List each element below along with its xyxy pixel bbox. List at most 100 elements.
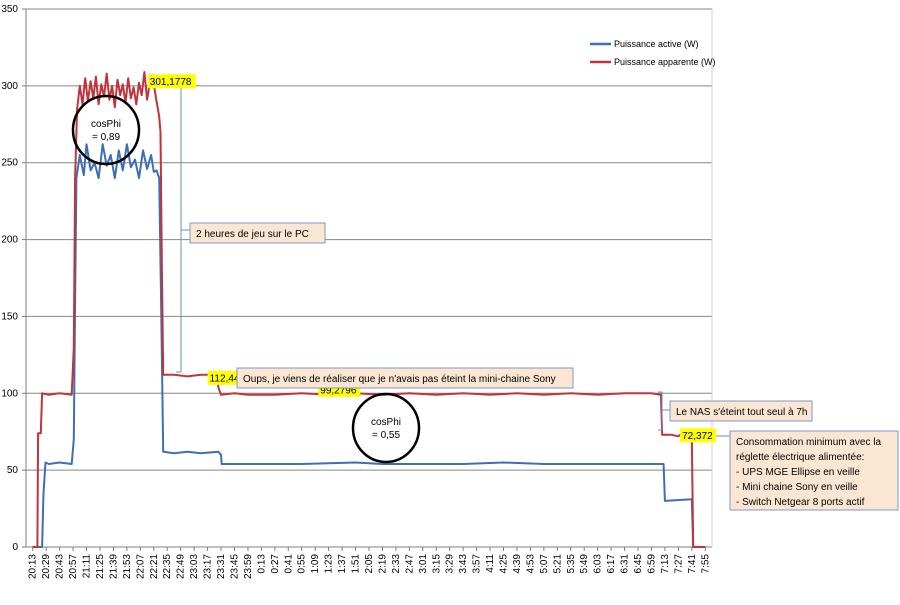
x-tick-label: 20:57	[68, 554, 79, 579]
x-tick-label: 7:13	[660, 554, 671, 574]
y-tick-label: 250	[1, 158, 18, 169]
data-label-flag: 72,372	[680, 428, 717, 443]
x-tick-label: 6:03	[593, 554, 604, 574]
x-tick-label: 3:29	[445, 554, 456, 574]
x-tick-label: 22:49	[176, 554, 187, 579]
cosphi-text: = 0,89	[92, 132, 121, 143]
x-tick-label: 21:53	[122, 554, 133, 579]
cosphi-text: cosPhi	[91, 119, 121, 130]
x-tick-label: 21:25	[95, 554, 106, 579]
x-tick-label: 23:31	[216, 554, 227, 579]
x-tick-label: 22:07	[135, 554, 146, 579]
annotation-text: - UPS MGE Ellipse en veille	[736, 467, 860, 478]
x-tick-label: 5:49	[579, 554, 590, 574]
x-tick-label: 23:45	[229, 554, 240, 579]
x-tick-label: 2:33	[391, 554, 402, 574]
y-tick-label: 50	[7, 465, 19, 476]
annotation-game: 2 heures de jeu sur le PC	[189, 222, 326, 244]
x-tick-label: 2:19	[377, 554, 388, 574]
annotation-min: Consommation minimum avec la réglette éle…	[729, 430, 899, 511]
x-tick-label: 1:23	[324, 554, 335, 574]
cosphi-text: = 0,55	[372, 430, 401, 441]
annotation-box	[729, 430, 899, 511]
y-tick-label: 200	[1, 235, 18, 246]
cosphi-circle-cos-low: cosPhi = 0,55	[351, 392, 421, 464]
x-tick-label: 2:05	[364, 554, 375, 574]
y-tick-label: 0	[12, 542, 18, 553]
series-line-apparent-power	[32, 71, 706, 548]
data-label-text: 301,1778	[150, 77, 192, 88]
x-tick-label: 0:55	[297, 554, 308, 574]
annotation-text: réglette électrique alimentée:	[736, 452, 864, 463]
x-tick-label: 3:43	[458, 554, 469, 574]
y-tick-label: 350	[1, 4, 18, 15]
x-tick-label: 6:59	[646, 554, 657, 574]
y-tick-label: 300	[1, 81, 18, 92]
data-label-text: 72,372	[682, 431, 713, 442]
cosphi-circle-cos-high: cosPhi = 0,89	[71, 94, 141, 166]
x-tick-label: 6:17	[606, 554, 617, 574]
annotation-text: 2 heures de jeu sur le PC	[196, 229, 309, 240]
x-tick-label: 0:27	[270, 554, 281, 574]
x-tick-label: 1:51	[351, 554, 362, 574]
x-tick-label: 3:01	[418, 554, 429, 574]
cosphi-text: cosPhi	[371, 417, 401, 428]
data-label-bg	[680, 428, 717, 443]
x-tick-label: 4:25	[499, 554, 510, 574]
x-tick-label: 7:27	[673, 554, 684, 574]
x-tick-label: 4:39	[512, 554, 523, 574]
legend-label: Puissance apparente (W)	[614, 57, 716, 67]
x-tick-label: 23:03	[189, 554, 200, 579]
x-tick-label: 3:15	[431, 554, 442, 574]
x-tick-label: 7:41	[687, 554, 698, 574]
x-tick-label: 7:55	[700, 554, 711, 574]
x-tick-label: 3:57	[472, 554, 483, 574]
legend: Puissance active (W) Puissance apparente …	[590, 39, 716, 67]
cosphi-ellipse	[71, 94, 141, 166]
annotation-nas: Le NAS s'éteint tout seul à 7h	[669, 400, 813, 422]
x-tick-label: 2:47	[404, 554, 415, 574]
annotation-text: Le NAS s'éteint tout seul à 7h	[676, 407, 807, 418]
x-tick-label: 0:41	[283, 554, 294, 574]
annotation-box	[236, 367, 574, 389]
x-tick-label: 6:31	[620, 554, 631, 574]
x-tick-label: 21:11	[82, 554, 93, 579]
x-tick-label: 4:11	[485, 554, 496, 573]
x-tick-label: 23:17	[203, 554, 214, 579]
x-tick-label: 4:53	[525, 554, 536, 574]
y-tick-label: 150	[1, 311, 18, 322]
nas-bracket	[658, 391, 663, 431]
x-tick-label: 20:13	[28, 554, 39, 579]
x-tick-label: 21:39	[108, 554, 119, 579]
y-tick-label: 100	[1, 388, 18, 399]
x-tick-label: 22:21	[149, 554, 160, 579]
annotation-box	[669, 400, 813, 422]
data-label-text: 112,4432	[210, 373, 251, 384]
annotation-text: - Switch Netgear 8 ports actif	[736, 497, 865, 508]
series-line-active-power	[32, 143, 706, 548]
x-tick-label: 6:45	[633, 554, 644, 574]
data-label-text: 99,2796	[320, 385, 357, 396]
legend-label: Puissance active (W)	[614, 39, 699, 49]
x-tick-label: 5:35	[566, 554, 577, 574]
annotation-text: - Mini chaine Sony en veille	[736, 482, 858, 493]
annotation-text: Oups, je viens de réaliser que je n'avai…	[243, 374, 556, 385]
x-tick-label: 5:07	[539, 554, 550, 574]
game-period-bracket	[176, 86, 182, 373]
x-tick-label: 1:37	[337, 554, 348, 574]
x-tick-label: 22:35	[162, 554, 173, 579]
cosphi-ellipse	[351, 392, 421, 464]
x-tick-label: 0:13	[256, 554, 267, 574]
x-tick-label: 5:21	[552, 554, 563, 574]
data-label-flag: 301,1778	[147, 74, 196, 89]
x-tick-label: 1:09	[310, 554, 321, 574]
annotation-sony: Oups, je viens de réaliser que je n'avai…	[236, 367, 574, 389]
x-tick-label: 23:59	[243, 554, 254, 579]
x-tick-label: 20:43	[55, 554, 66, 579]
x-tick-label: 20:29	[41, 554, 52, 579]
annotation-text: Consommation minimum avec la	[736, 437, 881, 448]
annotation-box	[189, 222, 326, 244]
data-label-bg	[147, 74, 196, 89]
